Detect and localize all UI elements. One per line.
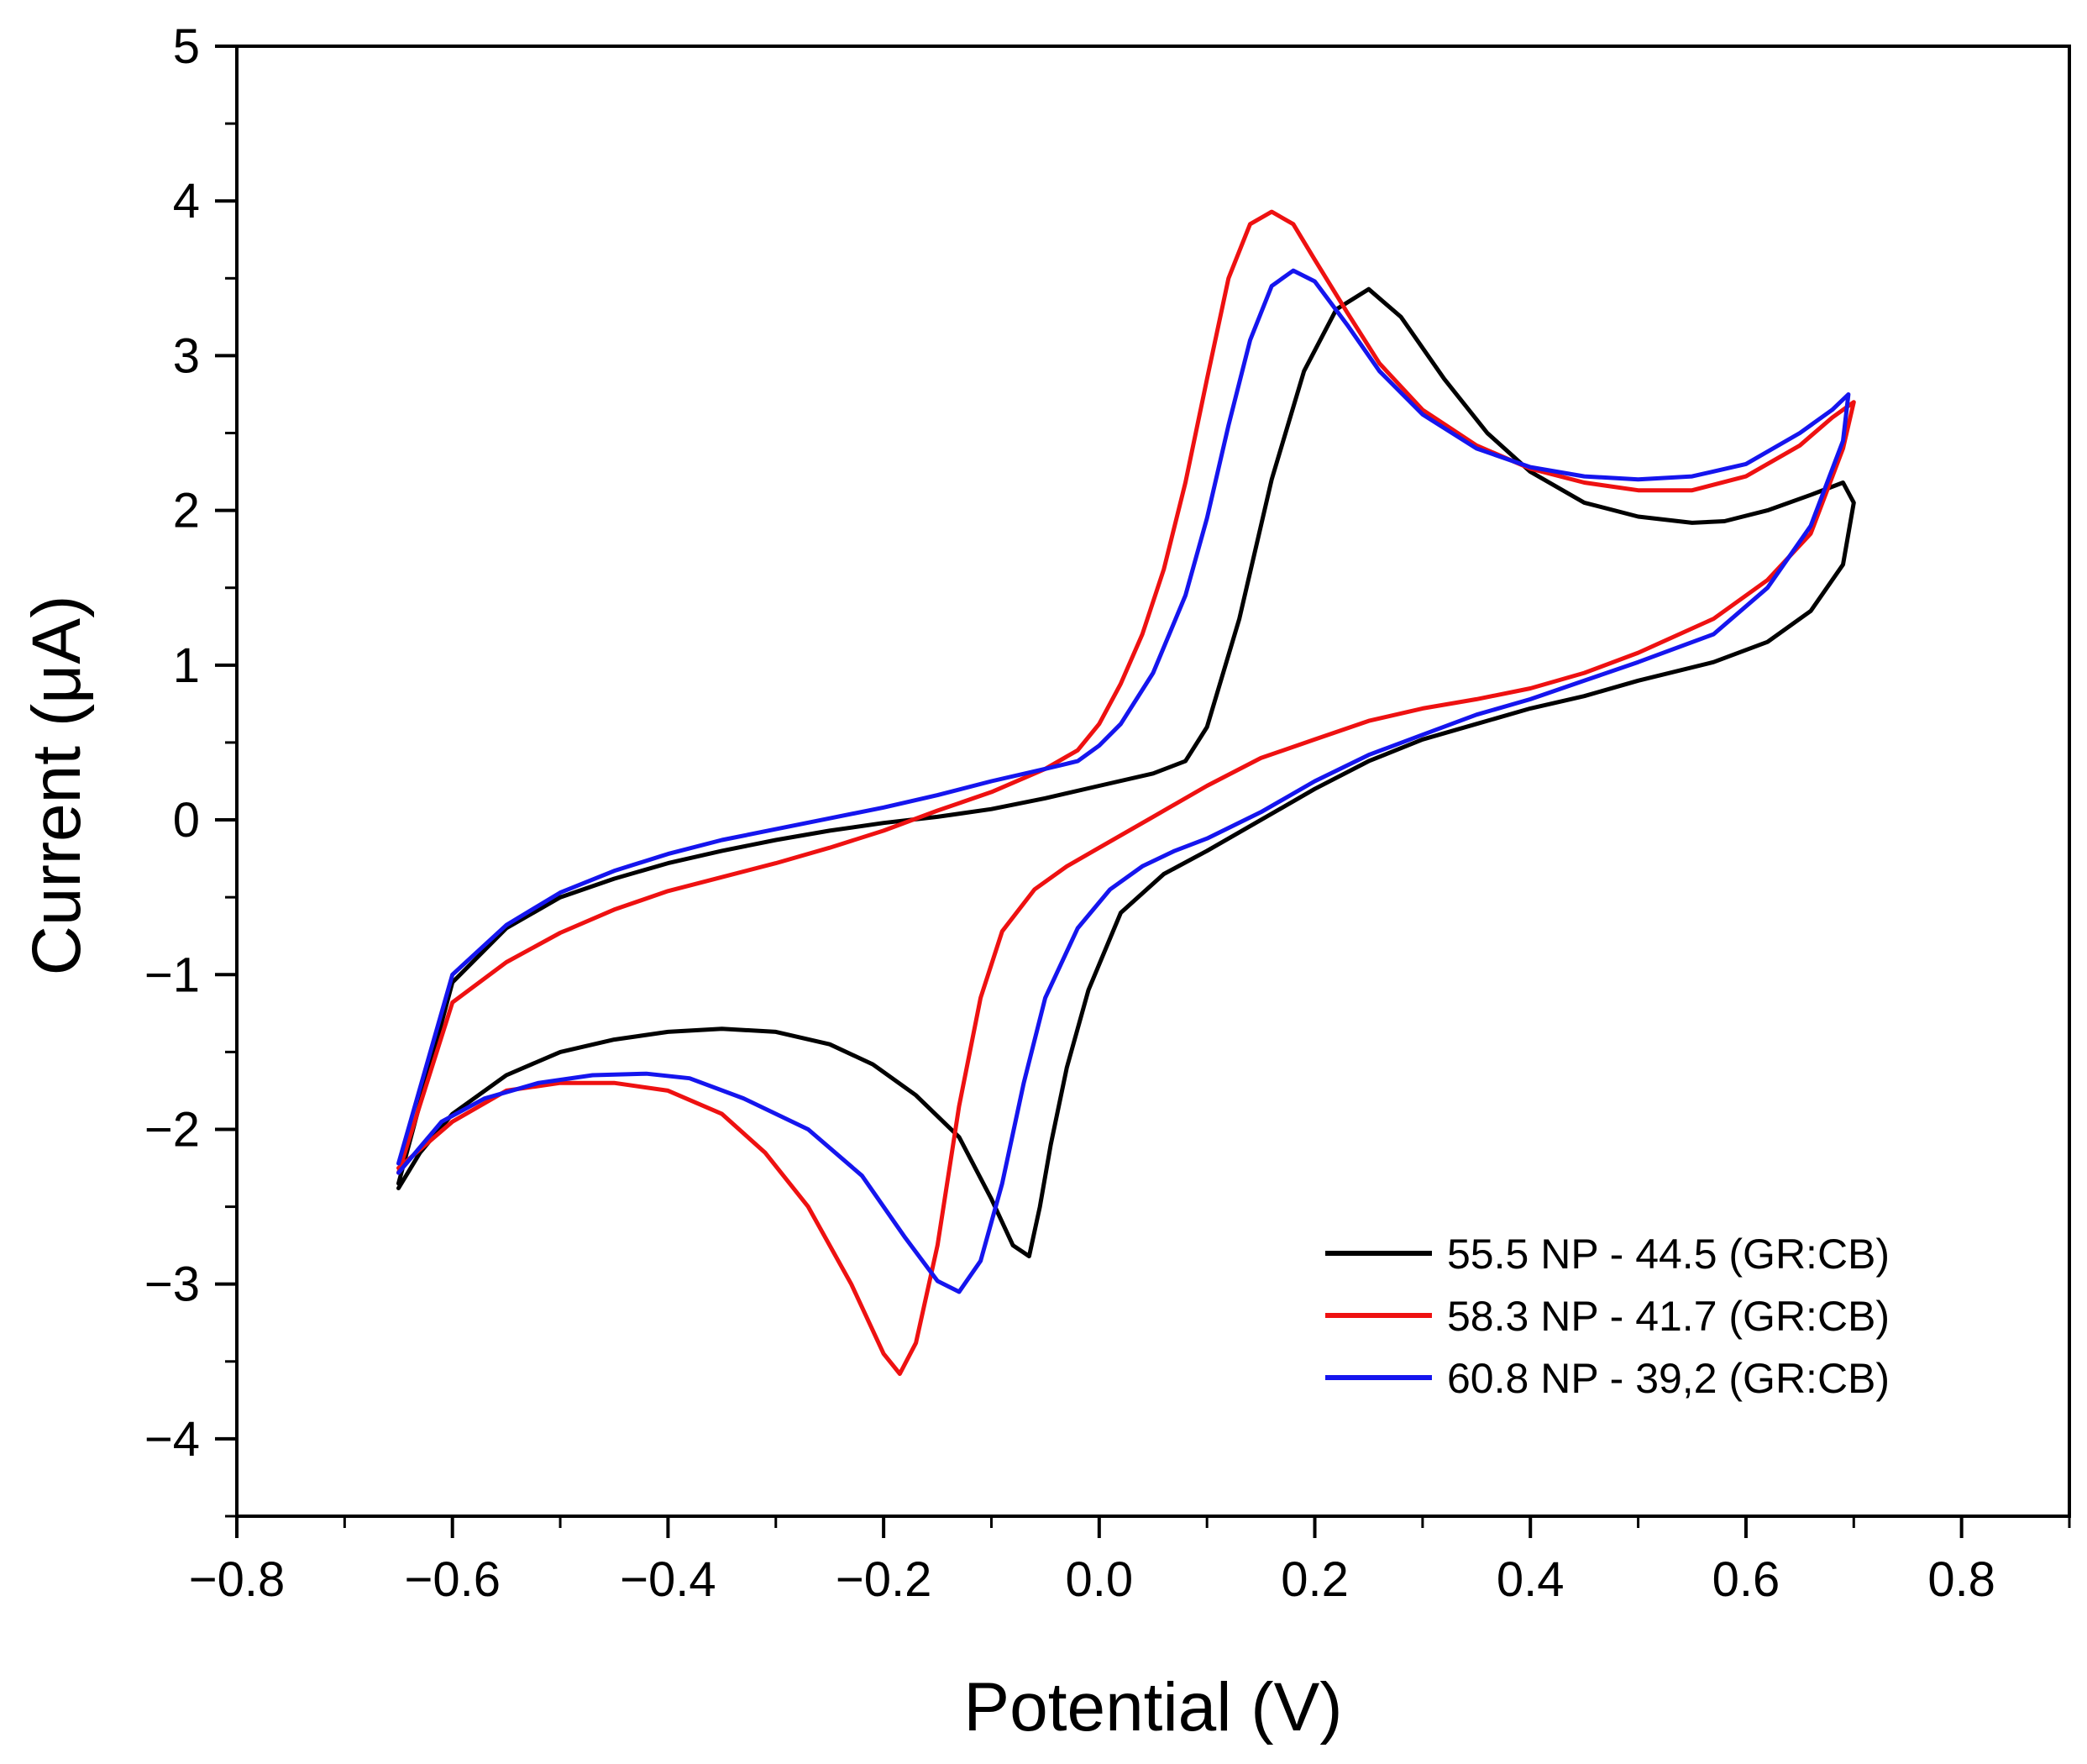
y-tick-label: 4	[173, 174, 200, 228]
legend-label-1: 58.3 NP - 41.7 (GR:CB)	[1447, 1293, 1890, 1340]
x-tick-label: 0.0	[1066, 1552, 1134, 1607]
y-tick-label: −3	[144, 1257, 200, 1312]
y-tick-label: 3	[173, 328, 200, 383]
y-tick-label: 5	[173, 19, 200, 74]
y-axis-tick-labels: −4 −3 −2 −1 0 1 2 3 4 5	[144, 19, 200, 1467]
x-axis-tick-labels: −0.8 −0.6 −0.4 −0.2 0.0 0.2 0.4 0.6 0.8	[189, 1552, 1995, 1607]
y-tick-label: −4	[144, 1412, 200, 1467]
series-layer	[396, 209, 1856, 1376]
x-tick-label: 0.4	[1497, 1552, 1565, 1607]
legend-label-0: 55.5 NP - 44.5 (GR:CB)	[1447, 1231, 1890, 1278]
x-tick-label: 0.6	[1712, 1552, 1780, 1607]
y-tick-label: 0	[173, 793, 200, 848]
y-tick-label: 2	[173, 484, 200, 538]
plot-frame	[235, 45, 2071, 1518]
plot-area	[396, 209, 1856, 1376]
x-axis-title: Potential (V)	[963, 1669, 1342, 1746]
series-line-0	[396, 286, 1856, 1258]
x-tick-label: 0.2	[1281, 1552, 1349, 1607]
x-tick-label: −0.6	[404, 1552, 501, 1607]
x-tick-label: −0.4	[620, 1552, 716, 1607]
series-line-1	[396, 209, 1856, 1376]
series-line-2	[396, 268, 1851, 1294]
y-axis-title: Current (μA)	[18, 596, 95, 976]
x-tick-label: −0.8	[189, 1552, 286, 1607]
legend-label-2: 60.8 NP - 39,2 (GR:CB)	[1447, 1355, 1890, 1402]
y-tick-label: 1	[173, 638, 200, 693]
y-tick-label: −2	[144, 1102, 200, 1157]
x-tick-label: 0.8	[1927, 1552, 1995, 1607]
legend: 55.5 NP - 44.5 (GR:CB) 58.3 NP - 41.7 (G…	[1325, 1231, 1890, 1402]
y-axis-ticks	[215, 45, 237, 1518]
y-tick-label: −1	[144, 948, 200, 1002]
x-tick-label: −0.2	[836, 1552, 932, 1607]
x-axis-ticks	[235, 1516, 2071, 1538]
